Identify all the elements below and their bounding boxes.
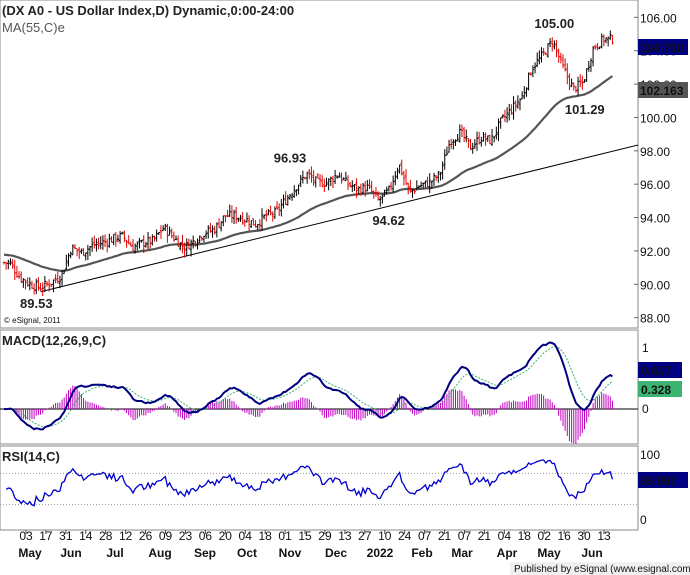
x-month-label-4: Sep xyxy=(194,546,216,560)
x-month-label-3: Aug xyxy=(148,546,171,560)
macd-value: 0.617 xyxy=(641,364,671,378)
x-day-label-22: 07 xyxy=(458,529,472,543)
ma-value: 102.163 xyxy=(640,84,684,98)
annotation-1: 101.29 xyxy=(565,102,605,117)
x-day-label-16: 13 xyxy=(338,529,352,543)
x-month-label-10: Mar xyxy=(451,546,473,560)
trendline xyxy=(40,144,639,293)
x-day-label-28: 30 xyxy=(577,529,591,543)
x-month-label-5: Oct xyxy=(237,546,257,560)
annotation-4: 89.53 xyxy=(20,296,53,311)
annotation-0: 105.00 xyxy=(534,16,574,31)
x-day-label-25: 18 xyxy=(518,529,532,543)
rsi-tick-0: 0 xyxy=(640,513,647,527)
x-day-label-24: 04 xyxy=(498,529,512,543)
rsi-line xyxy=(5,459,614,507)
price-annotations: 105.00 101.29 96.93 94.62 89.53 xyxy=(20,16,605,311)
price-bars xyxy=(2,30,614,296)
x-month-label-11: Apr xyxy=(497,546,518,560)
signal-badge xyxy=(638,381,682,397)
price-tick-0: 106.00 xyxy=(640,11,677,25)
x-day-label-8: 23 xyxy=(179,529,193,543)
x-day-label-21: 21 xyxy=(438,529,452,543)
signal-value: 0.328 xyxy=(641,383,671,397)
price-tick-3: 100.00 xyxy=(640,111,677,125)
footer-bar xyxy=(510,562,690,575)
macd-line xyxy=(3,341,613,431)
x-day-label-23: 21 xyxy=(478,529,492,543)
price-tick-6: 94.00 xyxy=(640,212,670,226)
x-day-label-5: 12 xyxy=(119,529,133,543)
x-day-label-10: 20 xyxy=(219,529,233,543)
watermark: © eSignal, 2011 xyxy=(4,316,61,325)
x-day-label-0: 03 xyxy=(19,529,33,543)
annotation-2: 96.93 xyxy=(274,151,307,166)
ma-55-line xyxy=(3,75,613,272)
last-price-value: 104.700 xyxy=(640,41,684,55)
macd-title: MACD(12,26,9,C) xyxy=(2,333,106,348)
price-tick-9: 88.00 xyxy=(640,312,670,326)
macd-tick-0: 0 xyxy=(642,402,649,416)
x-day-label-2: 31 xyxy=(59,529,73,543)
x-day-label-4: 28 xyxy=(99,529,113,543)
price-title: (DX A0 - US Dollar Index,D) Dynamic,0:00… xyxy=(2,3,294,18)
x-day-label-26: 02 xyxy=(538,529,552,543)
last-price-badge xyxy=(638,39,688,55)
x-day-label-3: 14 xyxy=(79,529,93,543)
annotation-3: 94.62 xyxy=(372,213,405,228)
x-day-label-7: 09 xyxy=(159,529,173,543)
x-month-label-8: 2022 xyxy=(367,546,394,560)
x-axis: 03 17 31 14 28 12 26 09 23 06 20 04 18 01 15 29 13 27 10 24… xyxy=(18,529,611,560)
x-day-label-9: 06 xyxy=(199,529,213,543)
x-day-label-6: 26 xyxy=(139,529,153,543)
x-month-label-7: Dec xyxy=(325,546,347,560)
macd-badge xyxy=(638,362,682,378)
x-day-label-12: 18 xyxy=(258,529,272,543)
price-tick-5: 96.00 xyxy=(640,178,670,192)
x-month-label-2: Jul xyxy=(106,546,123,560)
x-day-label-17: 27 xyxy=(358,529,372,543)
price-tick-4: 98.00 xyxy=(640,145,670,159)
x-day-label-14: 15 xyxy=(298,529,312,543)
x-month-label-12: May xyxy=(537,546,561,560)
x-day-label-27: 16 xyxy=(557,529,571,543)
x-month-label-0: May xyxy=(18,546,42,560)
x-month-label-1: Jun xyxy=(60,546,81,560)
ma-title: MA(55,C)e xyxy=(2,20,65,35)
macd-series xyxy=(0,341,638,444)
footer: Published by eSignal (www.esignal.com) xyxy=(514,564,690,575)
x-month-label-9: Feb xyxy=(411,546,432,560)
rsi-tick-100: 100 xyxy=(640,448,660,462)
x-day-label-29: 13 xyxy=(597,529,611,543)
price-panel xyxy=(0,0,639,329)
x-month-label-13: Jun xyxy=(581,546,602,560)
ma-line xyxy=(3,75,613,272)
price-axis: 106.00104.00102.00100.0098.0096.0094.009… xyxy=(634,11,677,326)
price-tick-7: 92.00 xyxy=(640,245,670,259)
rsi-title: RSI(14,C) xyxy=(2,449,60,464)
ma-badge xyxy=(638,82,688,98)
x-month-label-6: Nov xyxy=(279,546,302,560)
rsi-badge xyxy=(638,472,688,488)
rsi-panel xyxy=(0,445,639,531)
x-day-label-18: 10 xyxy=(378,529,392,543)
x-day-label-11: 04 xyxy=(239,529,253,543)
rsi-value: 59.597 xyxy=(640,474,677,488)
x-day-label-13: 01 xyxy=(278,529,292,543)
price-tick-8: 90.00 xyxy=(640,278,670,292)
macd-tick-1: 1 xyxy=(642,341,649,355)
x-day-label-19: 24 xyxy=(398,529,412,543)
rsi-series xyxy=(0,459,638,507)
support-trendline xyxy=(40,144,639,293)
x-day-label-1: 17 xyxy=(39,529,53,543)
x-day-label-15: 29 xyxy=(318,529,332,543)
x-day-label-20: 07 xyxy=(418,529,432,543)
